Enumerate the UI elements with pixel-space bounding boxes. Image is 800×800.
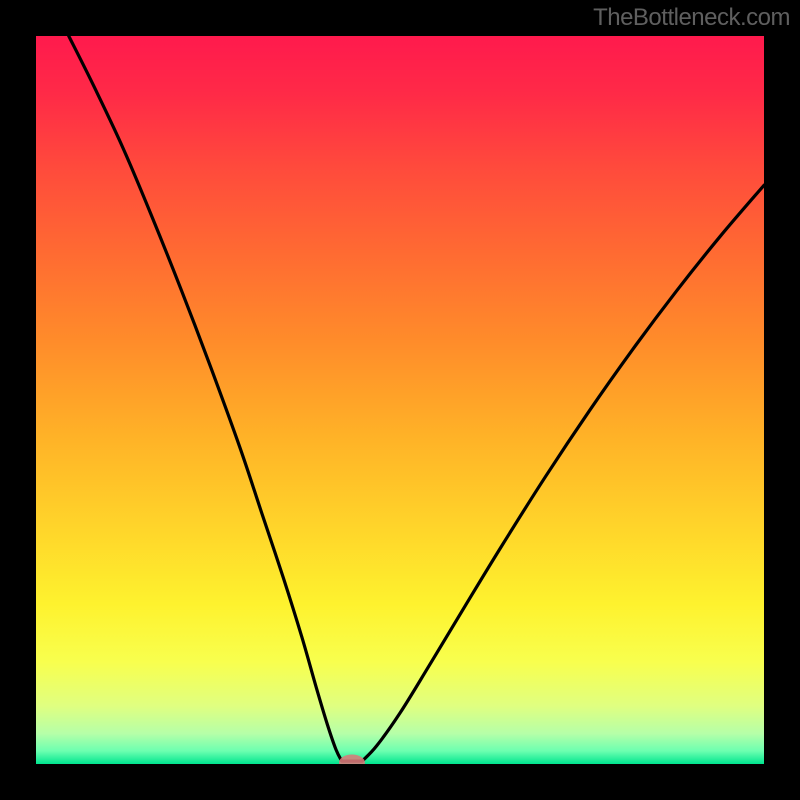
chart-stage: TheBottleneck.com — [0, 0, 800, 800]
plot-gradient-background — [36, 36, 764, 764]
bottleneck-chart — [0, 0, 800, 800]
watermark-text: TheBottleneck.com — [593, 4, 790, 32]
